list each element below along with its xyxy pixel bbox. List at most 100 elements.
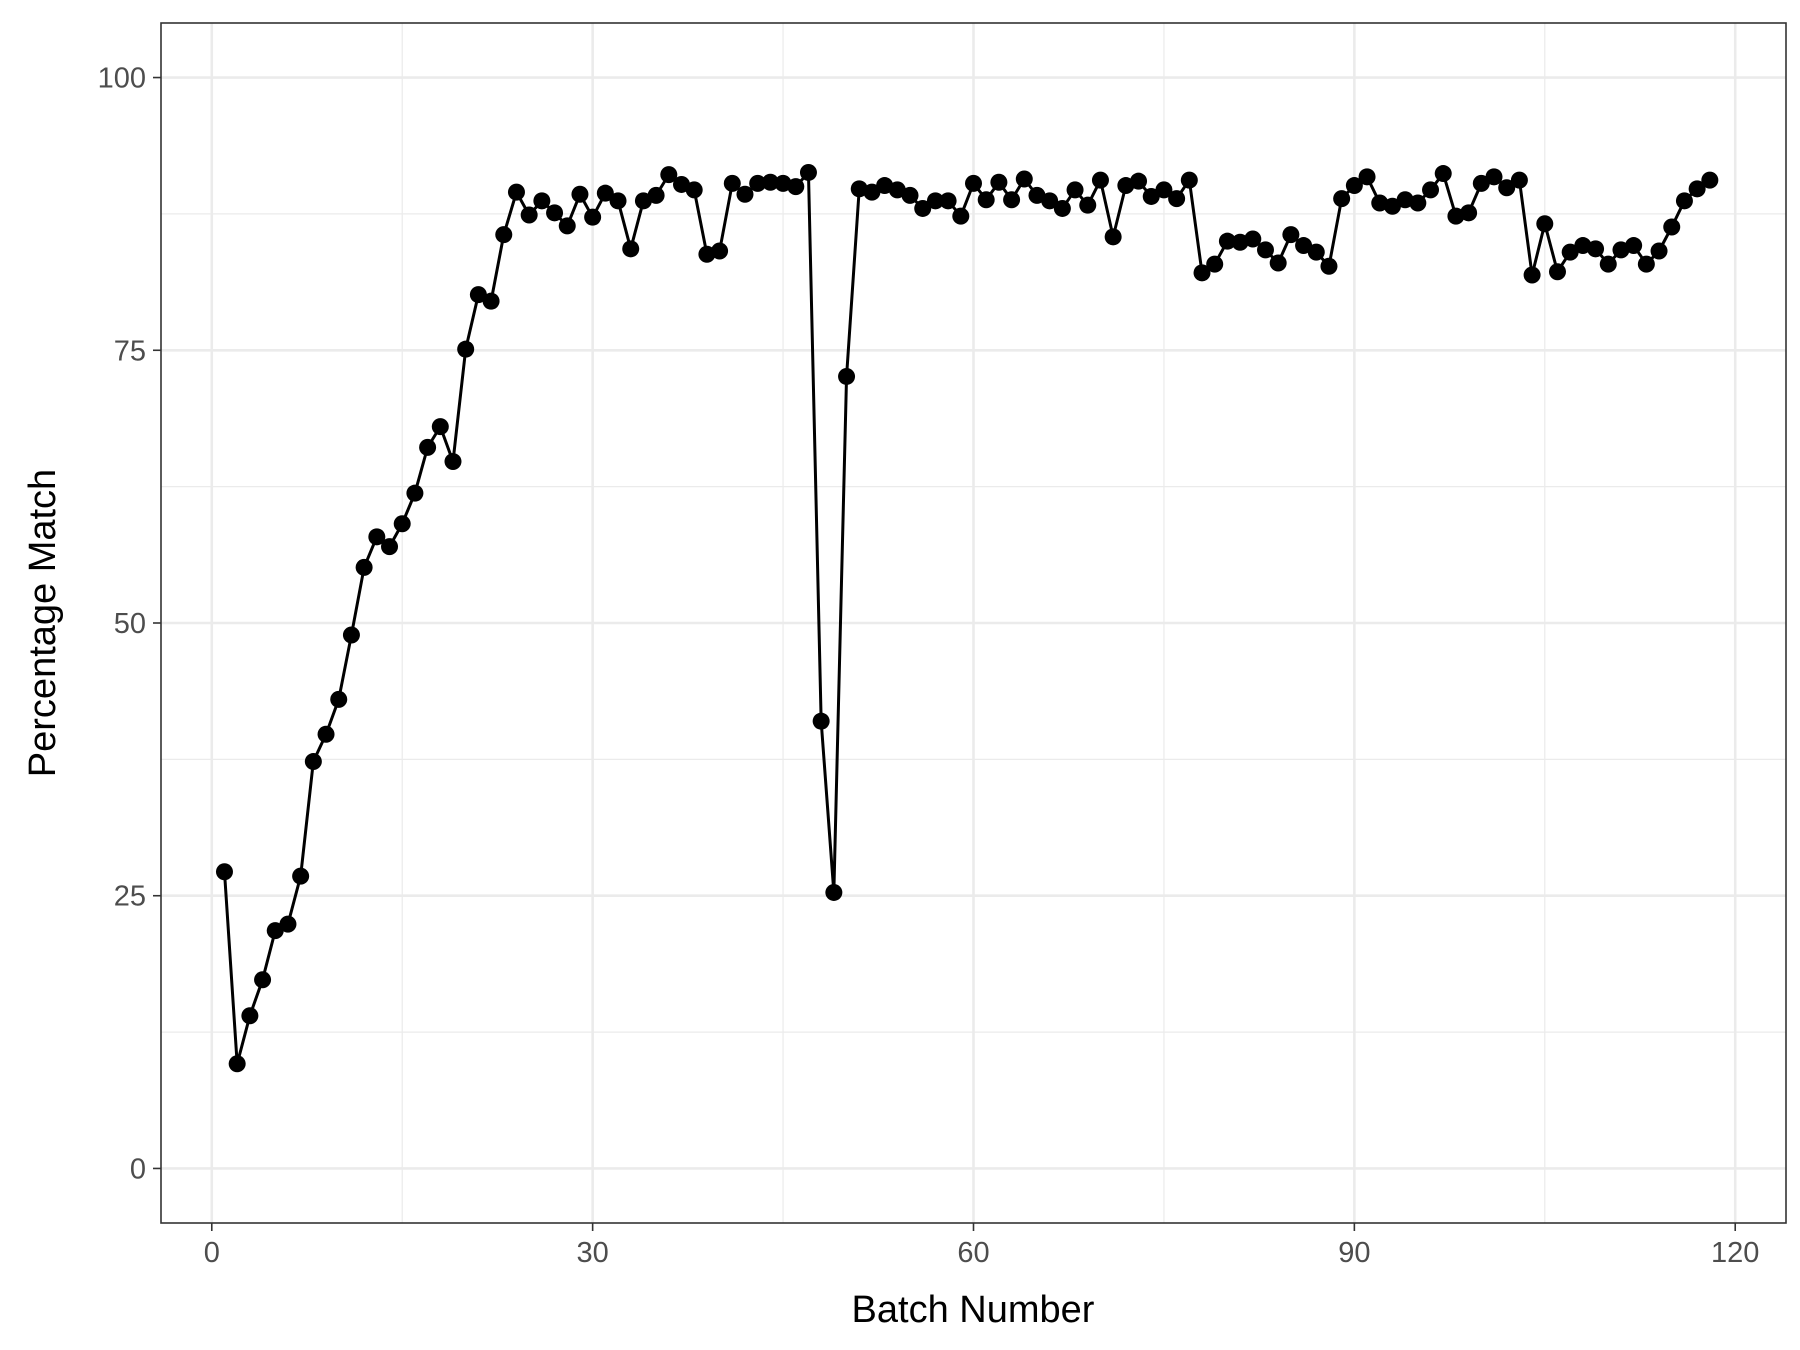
data-point (1510, 171, 1528, 189)
y-tick-label: 100 (98, 63, 146, 95)
data-point (1345, 177, 1363, 195)
data-point (1358, 168, 1376, 186)
data-point (952, 207, 970, 225)
data-point (381, 538, 399, 556)
data-point (838, 367, 856, 385)
data-point (546, 204, 564, 222)
data-point (507, 183, 525, 201)
y-tick-label: 25 (114, 881, 146, 913)
data-point (1307, 243, 1325, 261)
data-point (1561, 243, 1579, 261)
data-point (1091, 171, 1109, 189)
data-point (1701, 171, 1719, 189)
data-point (965, 174, 982, 192)
data-point (1295, 237, 1313, 255)
axes-layer: 0 30 60 90 120 0 25 50 75 100 (98, 63, 1760, 1269)
data-point (584, 208, 602, 226)
data-point (1231, 233, 1249, 251)
data-point (241, 1007, 259, 1025)
data-point (355, 558, 373, 576)
data-point (622, 240, 640, 258)
data-point (1688, 180, 1706, 198)
data-point (1599, 255, 1617, 273)
data-point (1625, 237, 1643, 255)
data-point (787, 178, 805, 196)
data-point (1320, 257, 1338, 275)
data-point (1206, 255, 1224, 273)
data-point (495, 226, 513, 244)
data-point (533, 192, 551, 210)
data-point (825, 883, 843, 901)
data-point (444, 453, 462, 471)
data-point (1574, 237, 1592, 255)
data-point (1028, 186, 1046, 204)
data-point (799, 163, 817, 181)
data-point (1523, 266, 1541, 284)
data-point (723, 174, 741, 192)
data-point (1053, 199, 1071, 217)
data-point (914, 199, 932, 217)
data-point (330, 690, 348, 708)
data-point (1396, 191, 1414, 209)
data-point (774, 174, 792, 192)
data-point (1663, 218, 1681, 236)
x-axis-title: Batch Number (852, 1289, 1095, 1331)
data-point (279, 915, 297, 933)
data-point (1650, 242, 1668, 260)
data-point (1460, 204, 1478, 222)
data-point (304, 753, 322, 771)
data-point (990, 173, 1008, 191)
data-point (1003, 191, 1021, 209)
data-point (228, 1055, 246, 1073)
y-axis-title: Percentage Match (22, 469, 64, 777)
data-point (1066, 181, 1084, 199)
data-point (711, 242, 729, 260)
data-point (1675, 192, 1693, 210)
data-point (520, 206, 538, 224)
data-point (254, 971, 272, 989)
data-point (1371, 194, 1389, 212)
data-point (596, 184, 614, 202)
data-point (469, 286, 487, 304)
data-point (812, 712, 830, 730)
data-point (634, 192, 652, 210)
data-point (1244, 230, 1262, 248)
x-tick-label: 30 (577, 1237, 609, 1269)
data-point (609, 192, 627, 210)
data-point (901, 186, 919, 204)
data-point (647, 186, 665, 204)
data-point (1409, 194, 1427, 212)
data-point (977, 191, 995, 209)
data-point (673, 175, 691, 193)
data-point (1015, 170, 1033, 188)
data-point (419, 438, 437, 456)
data-point (1104, 228, 1122, 246)
x-tick-label: 60 (957, 1237, 989, 1269)
y-tick-label: 50 (114, 608, 146, 640)
series-layer (215, 163, 1719, 1073)
data-point (1079, 196, 1097, 214)
y-tick-label: 0 (130, 1153, 146, 1185)
data-point (1256, 241, 1274, 259)
data-point (1218, 232, 1236, 250)
data-point (888, 181, 906, 199)
data-point (1498, 179, 1516, 197)
data-point (926, 192, 944, 210)
data-point (1041, 192, 1059, 210)
data-point (660, 166, 678, 184)
data-point (317, 725, 335, 743)
data-point (1155, 181, 1173, 199)
data-point (1168, 190, 1186, 208)
data-point (1333, 190, 1351, 208)
data-point (1383, 197, 1401, 215)
data-point (1282, 226, 1300, 244)
data-point (482, 292, 500, 310)
data-point (431, 418, 449, 436)
data-point (393, 515, 411, 533)
data-point (698, 245, 716, 263)
data-point (1422, 181, 1440, 199)
data-point (850, 180, 868, 198)
data-point (406, 484, 424, 502)
